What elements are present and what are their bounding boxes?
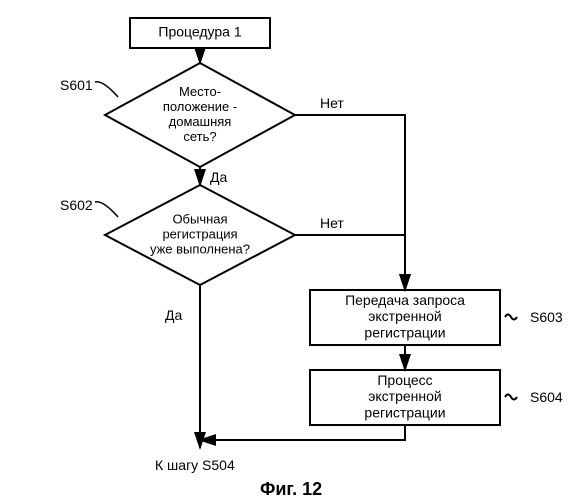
edge-d1-no-right	[295, 115, 405, 290]
label-s602: S602	[60, 197, 93, 213]
s602-lead	[95, 202, 118, 217]
branch-d1_no: Нет	[320, 95, 344, 111]
branch-d1_yes: Да	[210, 169, 227, 185]
s601-lead	[95, 82, 118, 97]
svg-text:домашняя: домашняя	[169, 114, 232, 129]
svg-text:экстренной: экстренной	[368, 308, 441, 324]
svg-text:регистрация: регистрация	[162, 226, 237, 241]
svg-text:регистрации: регистрации	[364, 404, 445, 420]
edge-s603-tilde	[505, 315, 517, 320]
svg-text:Процесс: Процесс	[377, 372, 432, 388]
branch-d2_yes: Да	[165, 307, 182, 323]
edge-d2-no-right	[295, 235, 405, 290]
label-s603: S603	[530, 309, 563, 325]
svg-text:Обычная: Обычная	[172, 211, 227, 226]
svg-text:положение -: положение -	[163, 99, 237, 114]
svg-text:Процедура 1: Процедура 1	[158, 24, 241, 40]
svg-text:Место-: Место-	[179, 84, 221, 99]
svg-text:экстренной: экстренной	[368, 388, 441, 404]
svg-text:Передача запроса: Передача запроса	[345, 292, 465, 308]
branch-d2_no: Нет	[320, 215, 344, 231]
figure-caption: Фиг. 12	[260, 479, 322, 499]
svg-text:сеть?: сеть?	[183, 129, 216, 144]
exit-label: К шагу S504	[155, 457, 235, 473]
label-s604: S604	[530, 389, 563, 405]
edge-p2-merge	[200, 425, 405, 440]
svg-text:уже выполнена?: уже выполнена?	[150, 241, 250, 256]
edge-s604-tilde	[505, 395, 517, 400]
svg-text:регистрации: регистрации	[364, 324, 445, 340]
label-s601: S601	[60, 77, 93, 93]
